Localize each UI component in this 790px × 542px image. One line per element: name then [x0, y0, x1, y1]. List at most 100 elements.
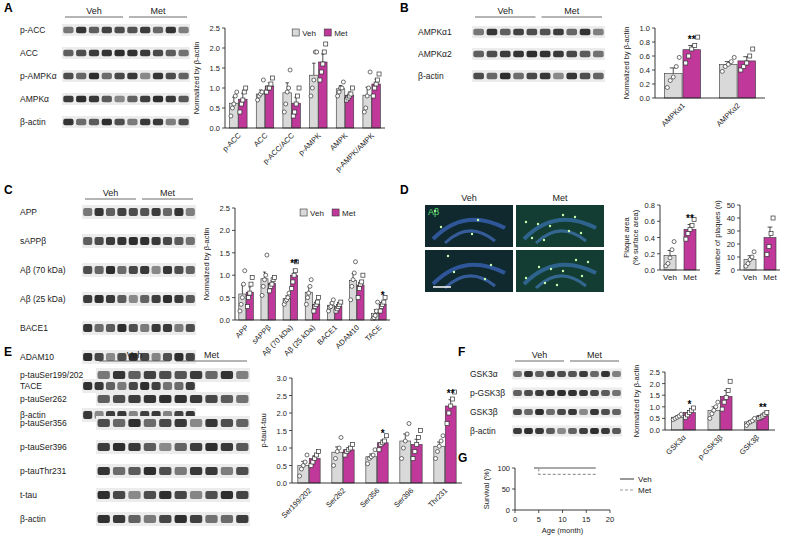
plaque-dot: [490, 264, 492, 266]
blot-band: [205, 371, 217, 379]
y-tick-label: 0.0: [277, 479, 287, 488]
bar: [684, 229, 696, 270]
blot-row-label: AMPKα: [20, 94, 49, 104]
blot-band: [557, 428, 566, 434]
blot-band: [153, 27, 163, 34]
blot-band: [579, 371, 588, 377]
legend-line: [620, 489, 634, 490]
blot-band: [535, 428, 544, 434]
plaque-dot: [537, 223, 539, 225]
blot-band: [106, 353, 115, 361]
plot-area: [664, 218, 696, 270]
y-tick-label: 0.6: [640, 52, 650, 61]
bar: [363, 95, 372, 128]
data-point: [411, 457, 415, 461]
bar-chart: 0.00.51.01.52.02.53.0Ser199/202Ser262*Se…: [259, 374, 462, 520]
data-point: [748, 54, 752, 58]
data-point: [690, 223, 694, 227]
bar: [261, 279, 268, 320]
bar: [683, 50, 701, 98]
data-point: [244, 86, 248, 90]
blot-band: [140, 324, 149, 332]
category-label: Met: [763, 273, 777, 282]
blot-band: [98, 443, 110, 451]
category-label: Ser356: [358, 486, 381, 509]
y-tick-label: 0.0: [650, 426, 660, 435]
legend-line: [620, 478, 634, 479]
blot-band: [590, 371, 599, 377]
y-tick-label: 100: [497, 464, 510, 473]
blot-band: [102, 27, 112, 34]
line-chart: 05010005101520Survival (%)Age (month)Veh…: [482, 464, 652, 535]
category-label: TACE: [363, 323, 383, 343]
y-tick-label: 1.0: [650, 403, 660, 412]
data-point: [687, 54, 691, 58]
blot-band: [601, 390, 610, 396]
blot-band: [568, 371, 577, 377]
blot-band: [487, 73, 498, 80]
bar: [327, 305, 334, 320]
blot-band: [83, 295, 92, 303]
y-tick-label: 0.8: [645, 201, 655, 210]
blot-band: [129, 266, 138, 274]
blot-strip: [96, 392, 250, 406]
panel-letter: F: [458, 345, 465, 359]
data-point: [353, 260, 357, 264]
blot-band: [178, 73, 188, 80]
y-tick: [512, 489, 515, 490]
plaque-dot: [453, 271, 455, 273]
data-point: [374, 82, 378, 86]
blot-band: [98, 371, 110, 379]
significance: *: [381, 290, 385, 301]
figure: ABCDEFGVehMetp-ACCACCp-AMPKαAMPKαβ-actin…: [0, 0, 790, 542]
y-tick-label: 2.5: [650, 368, 660, 377]
blot-band: [205, 395, 217, 403]
plaque-dot: [587, 261, 589, 263]
y-tick-label: 1.5: [277, 427, 287, 436]
bar: [332, 452, 343, 483]
data-point: [688, 227, 692, 231]
y-tick-label: 1.5: [210, 64, 220, 73]
blot-band: [63, 96, 73, 103]
bar: [256, 94, 265, 128]
blot-strip: [82, 292, 196, 306]
blot-strip: [472, 48, 605, 60]
blot-band: [140, 27, 150, 34]
blot-band: [557, 409, 566, 415]
blot-band: [166, 50, 176, 57]
x-tick-label: 15: [582, 515, 590, 524]
plaque-dot: [575, 259, 577, 261]
blot-band: [178, 27, 188, 34]
data-point: [305, 453, 309, 457]
blot-band: [113, 443, 125, 451]
bar: [372, 313, 379, 320]
group-label: Veh: [497, 6, 513, 16]
western-blot: VehMetAPPsAPPβAβ (70 kDa)Aβ (25 kDa)BACE…: [20, 188, 196, 422]
bar: [720, 396, 732, 430]
x-axis: [235, 320, 390, 321]
category-label: Veh: [743, 273, 757, 282]
data-point: [691, 406, 695, 410]
data-point: [677, 55, 681, 59]
data-point: [322, 50, 326, 54]
blot-band: [205, 443, 217, 451]
blot-band: [102, 73, 112, 80]
bar: [313, 304, 320, 320]
y-tick-label: 0.8: [640, 38, 650, 47]
data-point: [352, 271, 356, 275]
blot-band: [127, 73, 137, 80]
data-point: [261, 78, 265, 82]
blot-band: [128, 443, 140, 451]
group-underline: [142, 199, 193, 200]
data-point: [310, 86, 314, 90]
data-point: [679, 412, 683, 416]
y-axis: [740, 205, 741, 270]
data-point: [752, 416, 756, 420]
blot-band: [175, 491, 187, 499]
y-tick-label: 0.5: [650, 414, 660, 423]
group-label: Met: [160, 188, 176, 198]
blot-band: [566, 73, 577, 80]
data-point: [294, 102, 298, 106]
blot-band: [63, 119, 73, 126]
y-tick: [512, 510, 515, 511]
